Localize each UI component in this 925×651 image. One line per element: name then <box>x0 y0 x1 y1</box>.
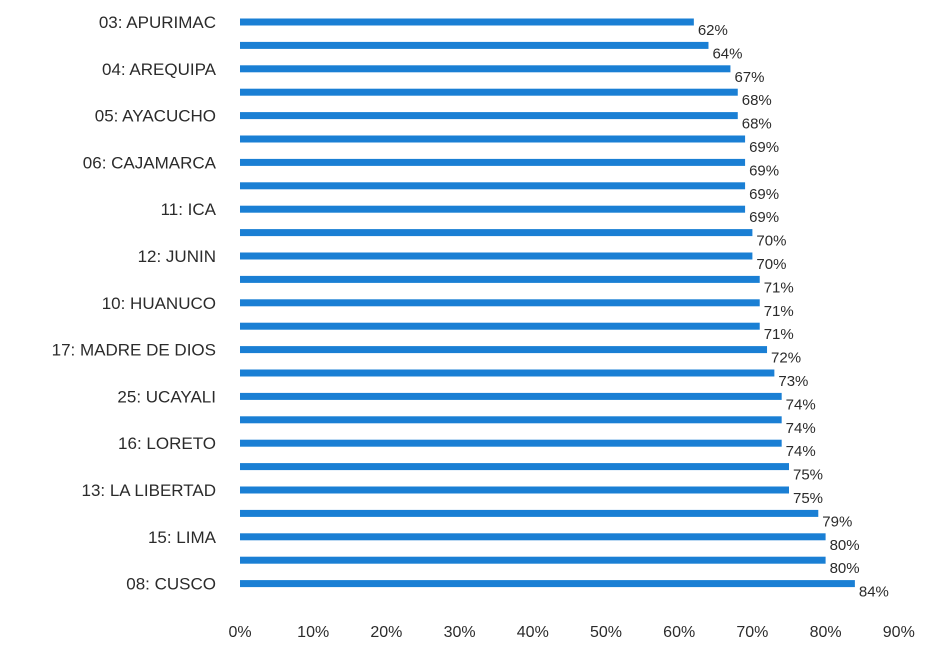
bar <box>240 486 789 494</box>
data-label: 79% <box>822 513 852 530</box>
data-label: 68% <box>742 92 772 109</box>
category-label: 06: CAJAMARCA <box>83 153 217 172</box>
bar <box>240 275 760 283</box>
data-label: 73% <box>778 373 808 390</box>
bar <box>240 463 789 471</box>
bar <box>240 112 738 120</box>
category-label: 08: CUSCO <box>126 575 216 594</box>
x-tick-label: 0% <box>228 624 251 641</box>
bar <box>240 439 782 447</box>
x-axis-ticks: 0% 10% 20% 30% 40% 50% 60% 70% 80% 90% <box>228 624 914 641</box>
category-label: 17: MADRE DE DIOS <box>52 341 216 360</box>
bar <box>240 18 694 26</box>
x-tick-label: 20% <box>370 624 402 641</box>
x-tick-label: 60% <box>663 624 695 641</box>
bars-group <box>240 18 855 588</box>
data-label: 84% <box>859 584 889 601</box>
value-labels-group: 62% 64% 67% 68% 68% 69% 69% 69% 69% 70% 70% 71% 71% 7… <box>698 22 889 601</box>
category-label: 25: UCAYALI <box>117 387 216 406</box>
x-tick-label: 90% <box>883 624 915 641</box>
category-label: 05: AYACUCHO <box>95 107 216 126</box>
data-label: 71% <box>764 303 794 320</box>
category-labels-group: 03: APURIMAC 04: AREQUIPA 05: AYACUCHO 06: … <box>52 13 217 594</box>
data-label: 74% <box>786 420 816 437</box>
data-label: 64% <box>712 45 742 62</box>
bar <box>240 158 746 166</box>
category-label: 04: AREQUIPA <box>102 60 217 79</box>
category-label: 16: LORETO <box>118 434 216 453</box>
category-label: 03: APURIMAC <box>99 13 216 32</box>
data-label: 70% <box>756 256 786 273</box>
data-label: 62% <box>698 22 728 39</box>
data-label: 80% <box>830 560 860 577</box>
x-tick-label: 30% <box>444 624 476 641</box>
bar <box>240 509 819 517</box>
bar <box>240 65 731 73</box>
data-label: 69% <box>749 209 779 226</box>
bar <box>240 41 709 49</box>
category-label: 11: ICA <box>161 200 217 219</box>
bar <box>240 252 753 260</box>
x-tick-label: 40% <box>517 624 549 641</box>
bar <box>240 182 746 190</box>
bar <box>240 369 775 377</box>
bar <box>240 392 782 400</box>
data-label: 69% <box>749 139 779 156</box>
bar <box>240 416 782 424</box>
bar <box>240 556 826 564</box>
x-tick-label: 50% <box>590 624 622 641</box>
data-label: 71% <box>764 279 794 296</box>
data-label: 68% <box>742 116 772 133</box>
data-label: 74% <box>786 443 816 460</box>
bar <box>240 205 746 213</box>
data-label: 71% <box>764 326 794 343</box>
bar <box>240 533 826 541</box>
bar <box>240 299 760 307</box>
data-label: 72% <box>771 350 801 367</box>
bar <box>240 346 768 354</box>
bar <box>240 580 855 588</box>
x-tick-label: 10% <box>297 624 329 641</box>
data-label: 75% <box>793 467 823 484</box>
data-label: 74% <box>786 396 816 413</box>
category-label: 15: LIMA <box>148 528 217 547</box>
x-tick-label: 80% <box>810 624 842 641</box>
data-label: 75% <box>793 490 823 507</box>
data-label: 69% <box>749 186 779 203</box>
data-label: 69% <box>749 162 779 179</box>
category-label: 12: JUNIN <box>138 247 216 266</box>
bar <box>240 229 753 237</box>
bar <box>240 88 738 96</box>
x-tick-label: 70% <box>736 624 768 641</box>
category-label: 13: LA LIBERTAD <box>82 481 217 500</box>
data-label: 80% <box>830 537 860 554</box>
bar <box>240 135 746 143</box>
bar <box>240 322 760 330</box>
category-label: 10: HUANUCO <box>102 294 216 313</box>
data-label: 70% <box>756 233 786 250</box>
data-label: 67% <box>734 69 764 86</box>
